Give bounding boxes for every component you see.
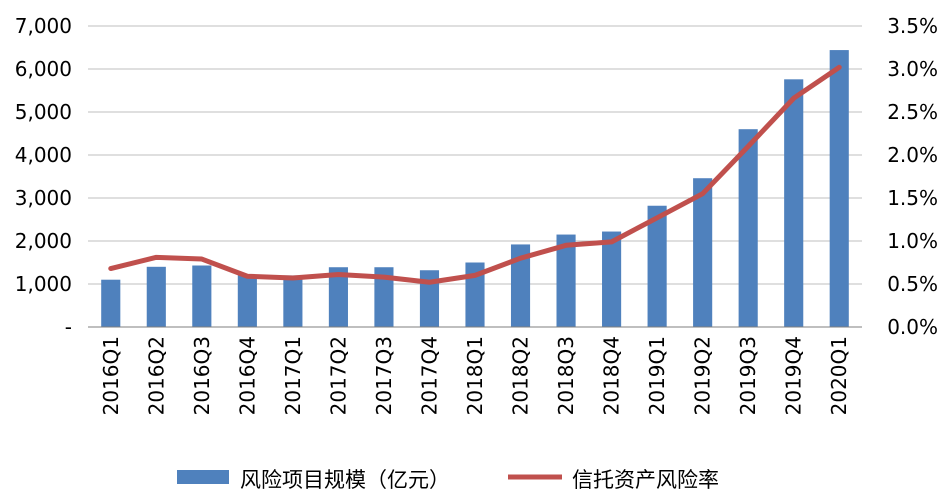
bar — [101, 279, 121, 327]
risk-rate-line — [108, 64, 842, 285]
x-tick-label: 2017Q2 — [326, 336, 350, 415]
bar — [556, 234, 576, 327]
legend-bar-swatch — [177, 470, 229, 484]
legend: 风险项目规模（亿元） 信托资产风险率 — [177, 468, 719, 492]
right-tick-label: 0.0% — [887, 315, 938, 339]
bar — [647, 205, 667, 327]
left-tick-label: 6,000 — [15, 57, 72, 81]
left-tick-label: 1,000 — [15, 272, 72, 296]
legend-line-label: 信托资产风险率 — [572, 468, 719, 492]
x-tick-label: 2018Q4 — [600, 336, 624, 415]
bar — [374, 267, 394, 327]
bar — [693, 178, 713, 327]
bar — [738, 129, 758, 327]
right-tick-label: 3.5% — [887, 14, 938, 38]
bar — [829, 50, 849, 328]
x-tick-label: 2017Q1 — [281, 336, 305, 415]
left-tick-label: 7,000 — [15, 14, 72, 38]
x-tick-label: 2018Q1 — [463, 336, 487, 415]
bar — [602, 231, 622, 327]
x-tick-label: 2017Q4 — [417, 336, 441, 415]
x-tick-label: 2019Q2 — [691, 336, 715, 415]
legend-bar-label: 风险项目规模（亿元） — [240, 468, 450, 492]
right-tick-label: 0.5% — [887, 272, 938, 296]
bar — [283, 275, 303, 327]
x-tick-label: 2019Q1 — [645, 336, 669, 415]
bar — [192, 265, 212, 327]
line-series — [108, 64, 842, 285]
x-tick-label: 2017Q3 — [372, 336, 396, 415]
right-tick-label: 2.5% — [887, 100, 938, 124]
left-tick-label: 3,000 — [15, 186, 72, 210]
bar — [784, 79, 804, 327]
gridlines — [88, 25, 862, 285]
bar — [237, 275, 257, 327]
x-tick-label: 2018Q2 — [509, 336, 533, 415]
x-tick-label: 2016Q4 — [235, 336, 259, 415]
left-axis-ticks: - 1,000 2,000 3,000 4,000 5,000 6,000 7,000 — [15, 14, 72, 339]
bar-series — [101, 50, 849, 328]
x-tick-label: 2020Q1 — [827, 336, 851, 415]
x-tick-label: 2019Q3 — [736, 336, 760, 415]
right-tick-label: 1.5% — [887, 186, 938, 210]
right-tick-label: 2.0% — [887, 143, 938, 167]
left-tick-label: - — [65, 315, 72, 339]
x-tick-label: 2016Q1 — [99, 336, 123, 415]
left-tick-label: 5,000 — [15, 100, 72, 124]
left-tick-label: 2,000 — [15, 229, 72, 253]
right-axis-ticks: 0.0% 0.5% 1.0% 1.5% 2.0% 2.5% 3.0% 3.5% — [887, 14, 938, 339]
bar — [146, 266, 166, 327]
bar — [419, 270, 440, 327]
x-tick-label: 2016Q2 — [144, 336, 168, 415]
right-tick-label: 1.0% — [887, 229, 938, 253]
bar — [328, 267, 348, 327]
x-tick-label: 2018Q3 — [554, 336, 578, 415]
right-tick-label: 3.0% — [887, 57, 938, 81]
bar — [510, 244, 531, 327]
x-axis-ticks: 2016Q1 2016Q2 2016Q3 2016Q4 2017Q1 2017Q2 2017… — [99, 336, 851, 415]
x-tick-label: 2016Q3 — [190, 336, 214, 415]
x-tick-label: 2019Q4 — [782, 336, 806, 415]
left-tick-label: 4,000 — [15, 143, 72, 167]
